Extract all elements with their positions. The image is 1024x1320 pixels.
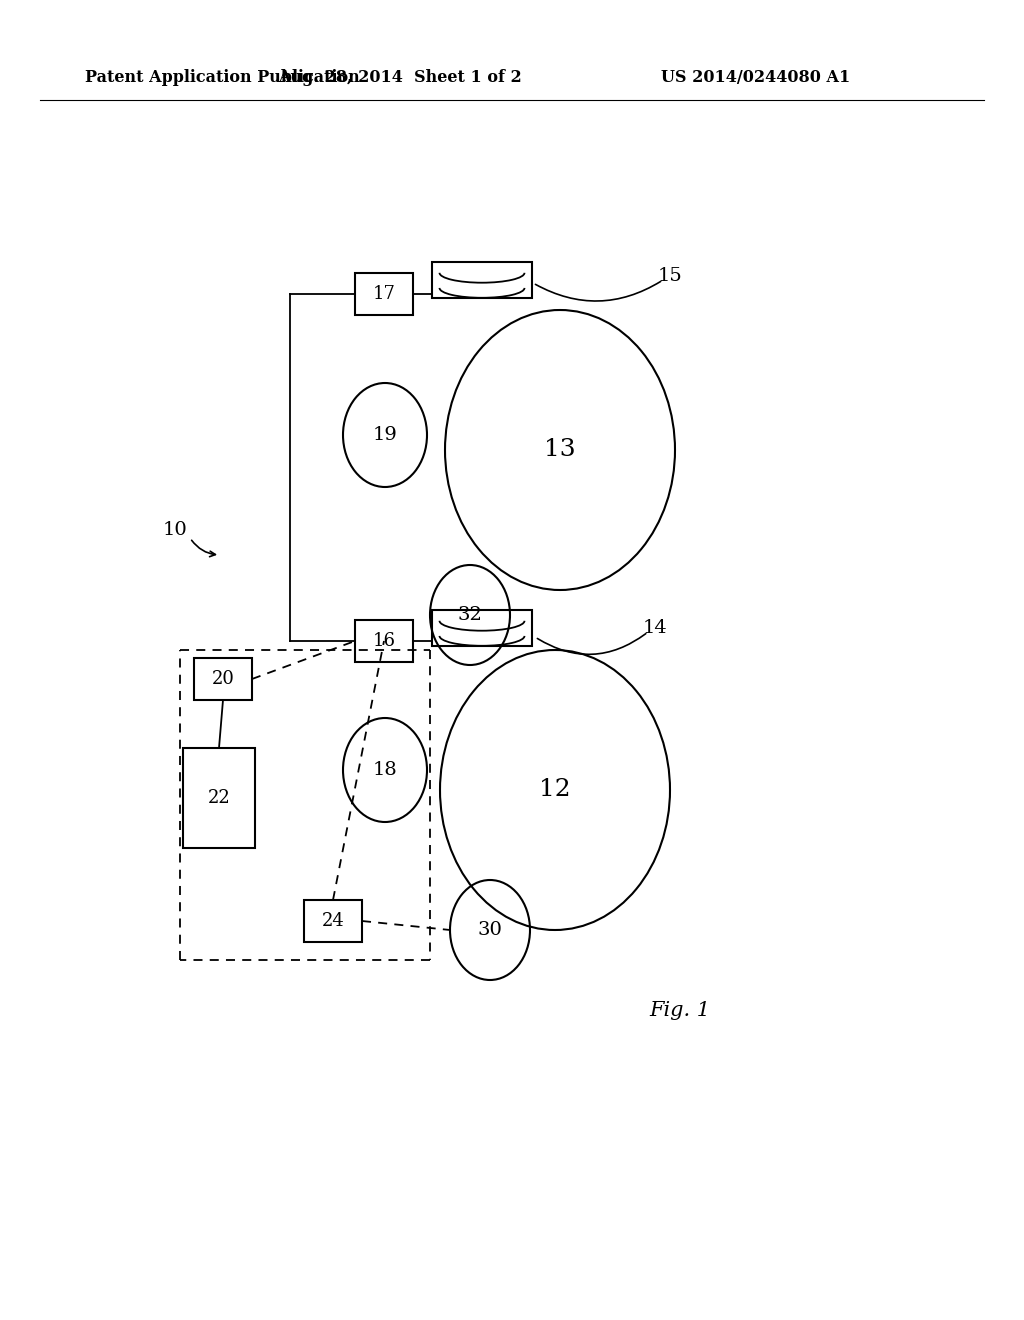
Text: 12: 12 [540,779,570,801]
Bar [432,261,532,298]
Text: 18: 18 [373,762,397,779]
Bar [194,657,252,700]
Text: Aug. 28, 2014  Sheet 1 of 2: Aug. 28, 2014 Sheet 1 of 2 [279,70,522,87]
Text: 20: 20 [212,671,234,688]
Text: Patent Application Publication: Patent Application Publication [85,70,359,87]
Text: US 2014/0244080 A1: US 2014/0244080 A1 [660,70,850,87]
Bar [355,620,413,663]
Text: 30: 30 [477,921,503,939]
Text: 15: 15 [657,267,682,285]
FancyArrowPatch shape [536,281,660,301]
Text: 14: 14 [643,619,668,638]
Text: 19: 19 [373,426,397,444]
Text: 17: 17 [373,285,395,304]
Text: 10: 10 [163,521,187,539]
Text: 32: 32 [458,606,482,624]
Text: 22: 22 [208,789,230,807]
Text: Fig. 1: Fig. 1 [649,1001,711,1019]
Text: 13: 13 [544,438,575,462]
Bar [304,900,362,942]
Text: 24: 24 [322,912,344,931]
FancyArrowPatch shape [538,634,646,655]
Bar [432,610,532,645]
Bar [355,273,413,315]
Bar [183,748,255,847]
Text: 16: 16 [373,632,395,649]
